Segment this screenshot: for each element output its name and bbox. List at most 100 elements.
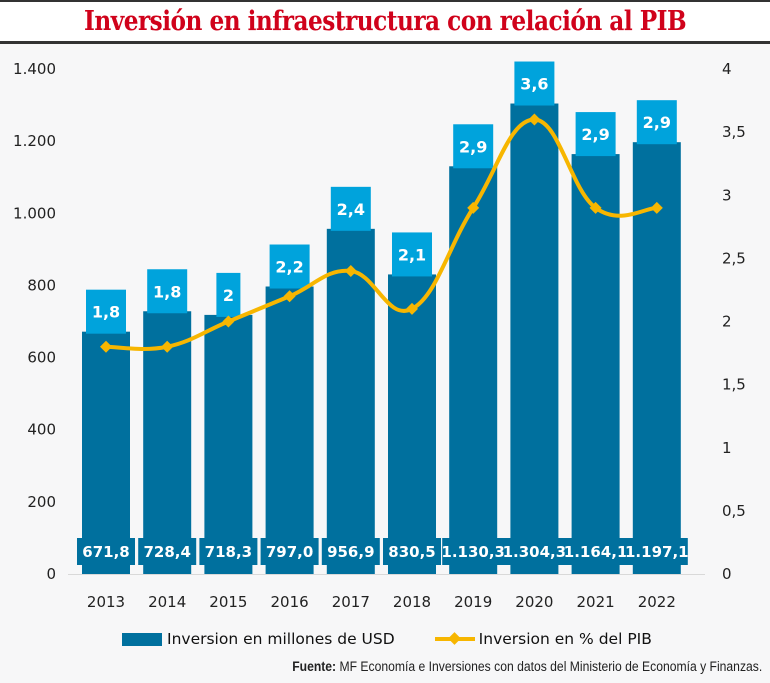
left-tick-label: 600: [27, 349, 56, 367]
legend-item-pct: Inversion en % del PIB: [434, 630, 652, 648]
pct-value-label: 2,2: [275, 258, 303, 277]
pct-value-label: 1,8: [92, 303, 120, 322]
bar-value-label: 797,0: [266, 543, 313, 561]
line-marker: [589, 201, 602, 214]
left-tick-label: 0: [46, 565, 56, 583]
bar-value-label: 956,9: [327, 543, 374, 561]
right-tick-label: 2,5: [722, 249, 746, 267]
source-text: MF Economía e Inversiones con datos del …: [335, 659, 762, 674]
pct-value-label: 2: [223, 286, 234, 305]
pct-label-boxes: 1,8 1,8 2 2,2 2,4 2,1 2,9 3,6 2,9 2,9: [86, 61, 677, 334]
title-band: Inversión en infraestructura con relació…: [0, 0, 770, 44]
left-tick-label: 200: [27, 493, 56, 511]
bar-value-box: [199, 538, 258, 565]
x-tick-label: 2022: [638, 593, 676, 611]
legend-label-pct: Inversion en % del PIB: [478, 630, 652, 648]
legend-item-usd: Inversion en millones de USD: [122, 630, 395, 648]
line-marker: [161, 340, 174, 353]
left-tick-label: 1.200: [13, 132, 56, 150]
source-note: Fuente: MF Economía e Inversiones con da…: [292, 659, 762, 674]
bar-value-label: 1.304,3: [503, 543, 567, 561]
line-marker: [406, 302, 418, 315]
left-tick-label: 400: [27, 421, 56, 439]
bar-value-label: 718,3: [205, 543, 252, 561]
right-tick-label: 0,5: [722, 502, 746, 520]
x-tick-label: 2020: [515, 593, 553, 611]
pct-value-box: [392, 232, 432, 277]
right-tick-label: 4: [722, 60, 732, 78]
bar: [388, 274, 436, 574]
left-axis: 0 200 400 600 800 1.000 1.200 1.400: [13, 60, 56, 583]
bar-value-label: 830,5: [388, 543, 435, 561]
line-marker: [528, 113, 541, 126]
pct-value-box: [636, 100, 677, 145]
line-marker: [467, 201, 480, 214]
pct-value-box: [86, 289, 126, 334]
bar-value-label: 1.130,3: [441, 543, 505, 561]
x-tick-label: 2014: [148, 593, 186, 611]
x-tick-label: 2018: [393, 593, 431, 611]
bar: [143, 311, 192, 574]
right-tick-label: 1: [722, 439, 732, 457]
pct-value-box: [575, 112, 616, 157]
legend-label-usd: Inversion en millones de USD: [167, 630, 395, 648]
bar-value-box: [503, 538, 566, 565]
bar: [82, 331, 130, 574]
bar: [265, 286, 314, 574]
pct-value-box: [216, 272, 241, 317]
pct-value-label: 2,1: [398, 245, 426, 264]
right-tick-label: 3,5: [722, 123, 746, 141]
pct-markers: [100, 113, 663, 353]
right-tick-label: 1,5: [722, 376, 746, 394]
bar-value-box: [564, 538, 627, 565]
bar: [449, 166, 498, 574]
right-tick-label: 2: [722, 313, 732, 331]
pct-value-label: 3,6: [520, 75, 548, 94]
legend-swatch-line: [434, 632, 475, 646]
bar-value-label: 1.164,1: [564, 543, 628, 561]
pct-value-box: [269, 244, 310, 289]
line-marker: [283, 290, 296, 303]
pct-value-label: 2,4: [337, 200, 365, 219]
line-marker: [222, 315, 235, 328]
legend-swatch-bar: [122, 632, 162, 646]
pct-value-label: 1,8: [153, 282, 181, 301]
pct-value-box: [514, 61, 555, 106]
bar-value-box: [260, 538, 319, 565]
left-tick-label: 1.000: [13, 204, 56, 222]
bar-value-box: [383, 538, 441, 565]
pct-value-box: [453, 124, 494, 169]
x-tick-label: 2019: [454, 593, 492, 611]
bar-value-label: 671,8: [82, 543, 129, 561]
right-tick-label: 3: [722, 186, 732, 204]
left-tick-label: 800: [27, 276, 56, 294]
legend: Inversion en millones de USD Inversion e…: [122, 630, 692, 648]
bar-value-box: [442, 538, 505, 565]
right-tick-label: 0: [722, 565, 732, 583]
x-axis: 2013 2014 2015 2016 2017 2018 2019 2020 2021 2022: [87, 593, 676, 611]
pct-value-label: 2,9: [581, 125, 609, 144]
line-marker: [100, 340, 112, 353]
bar-value-label: 1.197,1: [625, 543, 689, 561]
x-tick-label: 2015: [209, 593, 247, 611]
right-axis: 0 0,5 1 1,5 2 2,5 3 3,5 4: [722, 60, 746, 583]
bar-series: 671,8 728,4 718,3 797,0 956,9 830,5 1.130,31.3…: [77, 103, 689, 574]
bar-value-box: [625, 538, 688, 565]
source-label: Fuente:: [291, 659, 336, 674]
bar-value-box: [321, 538, 380, 565]
x-tick-label: 2017: [332, 593, 370, 611]
bar-value-box: [77, 538, 135, 565]
bar: [326, 228, 375, 574]
left-tick-label: 1.400: [13, 60, 56, 78]
x-tick-label: 2013: [87, 593, 125, 611]
pct-value-box: [330, 186, 371, 231]
x-tick-label: 2016: [271, 593, 309, 611]
line-marker: [344, 265, 357, 277]
chart-title: Inversión en infraestructura con relació…: [83, 6, 687, 37]
bar: [510, 103, 559, 574]
pct-value-label: 2,9: [459, 137, 487, 156]
pct-value-box: [147, 269, 188, 314]
bar: [204, 314, 253, 574]
bar-value-label: 728,4: [143, 543, 190, 561]
bar: [571, 154, 620, 574]
